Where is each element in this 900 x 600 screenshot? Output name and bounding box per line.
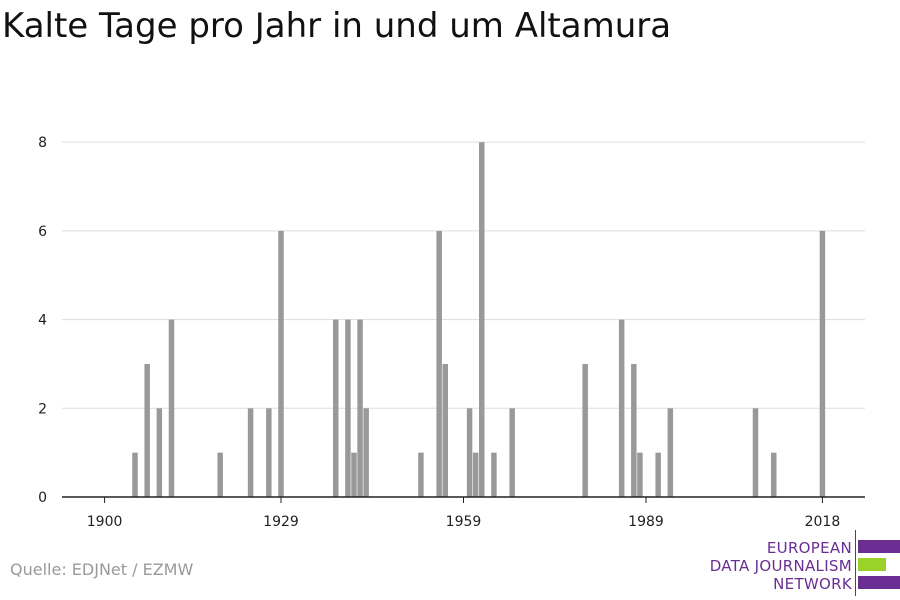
edjnet-logo: EUROPEAN DATA JOURNALISM NETWORK (700, 530, 900, 596)
bar (667, 408, 674, 497)
axes: 0 2 4 6 8 1900 1929 1959 1989 2018 (38, 135, 865, 530)
bar (631, 363, 637, 497)
logo-divider (855, 530, 856, 596)
x-tick-label: 1900 (87, 514, 123, 530)
logo-line-2: DATA JOURNALISM (709, 557, 852, 575)
y-tick-label: 0 (38, 490, 47, 506)
logo-line-1: EUROPEAN (766, 539, 852, 557)
bar (278, 230, 284, 497)
bar (333, 319, 339, 497)
bar (618, 319, 625, 497)
bar (132, 452, 138, 497)
bars (132, 142, 826, 498)
bar (509, 408, 515, 497)
logo-bar-purple-bottom (858, 576, 900, 589)
bar (466, 408, 473, 497)
bar (363, 408, 369, 497)
logo-line-3: NETWORK (773, 575, 852, 593)
bar (217, 452, 223, 497)
bar (168, 319, 175, 497)
bar (582, 363, 588, 497)
bar (345, 319, 351, 497)
source-note: Quelle: EDJNet / EZMW (10, 560, 194, 579)
y-tick-label: 2 (38, 401, 47, 417)
bar (156, 408, 163, 497)
bar (418, 452, 424, 497)
logo-bar-green (858, 558, 886, 571)
bar (491, 452, 497, 497)
y-tick-label: 8 (38, 135, 47, 151)
x-tick-label: 2018 (805, 514, 841, 530)
x-tick-label: 1929 (263, 514, 299, 530)
chart-title: Kalte Tage pro Jahr in und um Altamura (2, 6, 672, 46)
bar (479, 142, 485, 498)
y-tick-label: 6 (38, 224, 47, 240)
bar (637, 452, 643, 497)
y-tick-label: 4 (38, 313, 47, 329)
logo-bar-purple-top (858, 540, 900, 553)
bar (655, 452, 661, 497)
bar (472, 452, 479, 497)
x-tick-label: 1959 (446, 514, 482, 530)
bar (442, 363, 448, 497)
bar (351, 452, 357, 497)
bar (819, 230, 826, 497)
gridlines (62, 141, 865, 409)
bar (771, 452, 777, 497)
bar (357, 319, 363, 497)
bar (247, 408, 254, 497)
bar (266, 408, 272, 497)
x-tick-label: 1989 (628, 514, 664, 530)
bar (144, 363, 150, 497)
bar (436, 230, 442, 497)
bar (752, 408, 759, 497)
